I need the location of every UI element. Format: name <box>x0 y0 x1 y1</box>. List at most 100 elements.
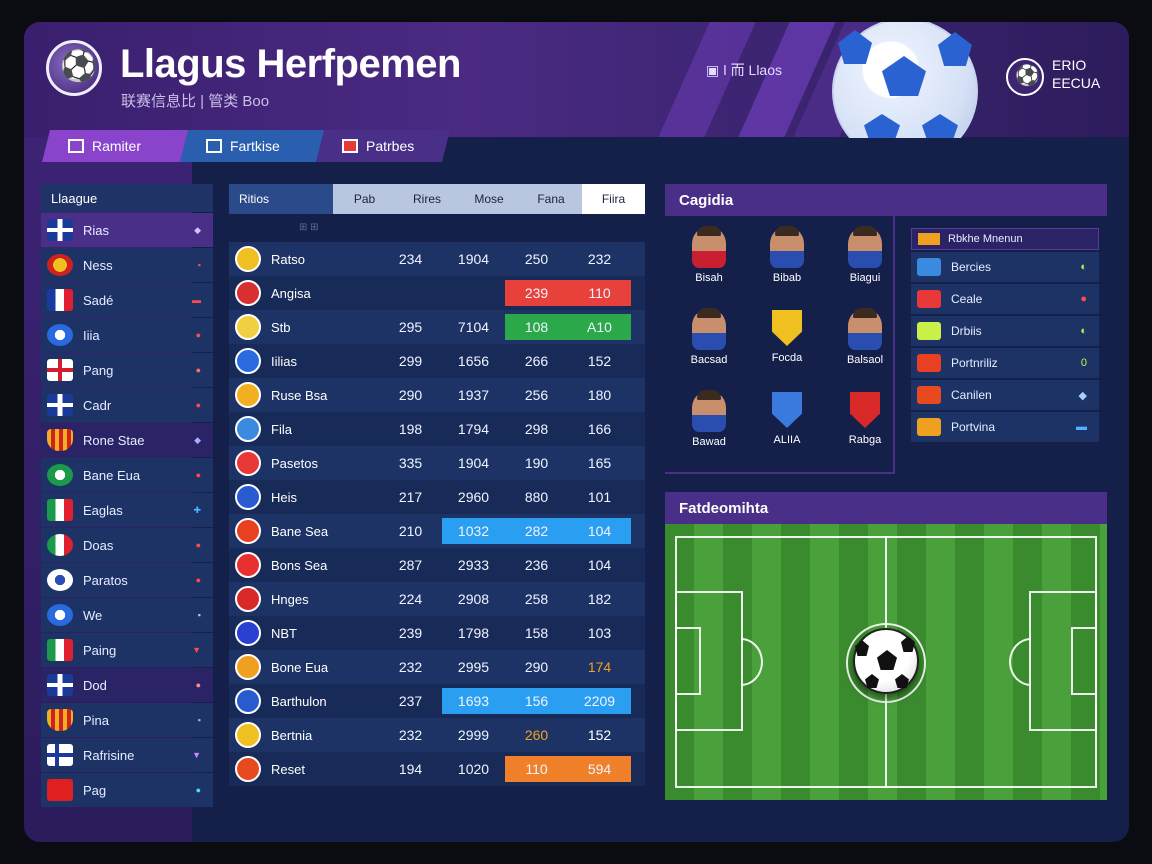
flag-icon <box>47 639 73 661</box>
table-row[interactable]: Fila 198 1794 298 166 <box>229 412 645 446</box>
player-card[interactable]: Bacsad <box>673 308 745 366</box>
league-item[interactable]: Cadr ● <box>41 388 213 422</box>
table-row[interactable]: Heis 217 2960 880 101 <box>229 480 645 514</box>
table-cell: 152 <box>587 353 612 369</box>
club-badge-icon <box>772 310 802 346</box>
tab-patrbes[interactable]: Patrbes <box>316 130 450 162</box>
table-cell: 287 <box>398 557 423 573</box>
col-header-ritios[interactable]: Ritios <box>229 184 333 214</box>
table-row[interactable]: Angisa 239 110 <box>229 276 645 310</box>
table-row[interactable]: Bons Sea 287 2933 236 104 <box>229 548 645 582</box>
league-item[interactable]: Pang ● <box>41 353 213 387</box>
player-card[interactable]: Balsaol <box>829 308 901 366</box>
flag-icon <box>917 418 941 436</box>
col-header-mose[interactable]: Mose <box>458 184 520 214</box>
table-row[interactable]: Ratso 234 1904 250 232 <box>229 242 645 276</box>
league-item[interactable]: Eaglas ✚ <box>41 493 213 527</box>
table-cell: 1904 <box>457 455 490 471</box>
team-crest-icon <box>235 484 261 510</box>
header-link[interactable]: ▣ ǀ 而 Llaos <box>706 62 783 78</box>
table-header: Ritios Pab Rires Mose Fana Fiira <box>229 184 645 214</box>
league-label: We <box>83 607 103 623</box>
col-header-pab[interactable]: Pab <box>333 184 396 214</box>
player-card[interactable]: ALIIA <box>751 392 823 446</box>
league-item[interactable]: Ness ▪ <box>41 248 213 282</box>
league-item[interactable]: Pina ▪ <box>41 703 213 737</box>
cagidia-title: Cagidia <box>665 184 1107 216</box>
table-cell: 1656 <box>457 353 490 369</box>
flag-icon <box>917 322 941 340</box>
table-row[interactable]: Bertnia 232 2999 260 152 <box>229 718 645 752</box>
league-item[interactable]: Bane Eua ● <box>41 458 213 492</box>
league-item[interactable]: We ▪ <box>41 598 213 632</box>
player-card[interactable]: Bawad <box>673 390 745 448</box>
table-cell: 152 <box>587 727 612 743</box>
player-card[interactable]: Bibab <box>751 226 823 284</box>
league-item[interactable]: Rafrisine ▼ <box>41 738 213 772</box>
team-crest-icon <box>235 382 261 408</box>
ranking-item[interactable]: Canilen ◆ <box>911 380 1099 410</box>
table-cell: 266 <box>524 353 549 369</box>
table-cell: 250 <box>524 251 549 267</box>
table-row[interactable]: Iilias 299 1656 266 152 <box>229 344 645 378</box>
ranking-item[interactable]: Ceale ● <box>911 284 1099 314</box>
league-label: Dod <box>83 677 107 693</box>
ranking-item[interactable]: Portvina ▬ <box>911 412 1099 442</box>
table-cell: 290 <box>524 659 549 675</box>
field-panel: Fatdeomihta <box>665 492 1107 800</box>
league-item[interactable]: Paing ▼ <box>41 633 213 667</box>
flag-icon <box>47 604 73 626</box>
team-name: Stb <box>271 319 291 335</box>
soccer-ball-icon <box>853 628 919 694</box>
tab-fartkise[interactable]: Fartkise <box>180 130 330 162</box>
ranking-item[interactable]: Bercies ◐ <box>911 252 1099 282</box>
table-cell: 166 <box>587 421 612 437</box>
table-row[interactable]: NBT 239 1798 158 103 <box>229 616 645 650</box>
team-name: Bons Sea <box>271 557 328 573</box>
table-row[interactable]: Reset 194 1020 110 594 <box>229 752 645 786</box>
table-row[interactable]: Bane Sea 210 1032 282 104 <box>229 514 645 548</box>
col-header-rires[interactable]: Rires <box>396 184 458 214</box>
ranking-label: Drbiis <box>951 324 982 338</box>
team-crest-icon <box>235 756 261 782</box>
status-marker: ▪ <box>197 715 201 725</box>
status-marker: ▬ <box>1076 421 1087 433</box>
table-subheader: ⊞ ⊞ <box>299 222 319 233</box>
soccer-pitch[interactable] <box>665 524 1107 800</box>
table-cell: 198 <box>398 421 423 437</box>
ranking-item[interactable]: Drbiis ◐ <box>911 316 1099 346</box>
table-row[interactable]: Bone Eua 232 2995 290 174 <box>229 650 645 684</box>
ranking-item[interactable]: Portnriliz 0 <box>911 348 1099 378</box>
status-marker: ◐ <box>1080 325 1087 337</box>
league-item[interactable]: Rone Stae ◆ <box>41 423 213 457</box>
col-header-fiira[interactable]: Fiira <box>582 184 645 214</box>
table-row[interactable]: Barthulon 237 1693 156 2209 <box>229 684 645 718</box>
table-row[interactable]: Hnges 224 2908 258 182 <box>229 582 645 616</box>
tab-ramiter[interactable]: Ramiter <box>42 130 192 162</box>
league-item[interactable]: Iiia ● <box>41 318 213 352</box>
league-item[interactable]: Paratos ● <box>41 563 213 597</box>
player-card[interactable]: Focda <box>751 310 823 364</box>
league-list-header: Llaague <box>41 184 213 212</box>
league-label: Rias <box>83 222 110 238</box>
league-item[interactable]: Rias ◆ <box>41 213 213 247</box>
player-card[interactable]: Bisah <box>673 226 745 284</box>
player-card[interactable]: Rabga <box>829 392 901 446</box>
league-item[interactable]: Sadé ▬ <box>41 283 213 317</box>
player-card[interactable]: Biagui <box>829 226 901 284</box>
league-item[interactable]: Dod ● <box>41 668 213 702</box>
league-item[interactable]: Pag ● <box>41 773 213 807</box>
team-crest-icon <box>235 620 261 646</box>
table-row[interactable]: Ruse Bsa 290 1937 256 180 <box>229 378 645 412</box>
table-row[interactable]: Pasetos 335 1904 190 165 <box>229 446 645 480</box>
table-cell: 282 <box>505 518 568 544</box>
table-row[interactable]: Stb 295 7104 108 A10 <box>229 310 645 344</box>
grid-icon <box>68 139 84 153</box>
table-cell: 1693 <box>442 688 505 714</box>
league-item[interactable]: Doas ● <box>41 528 213 562</box>
table-cell: 239 <box>505 280 568 306</box>
col-header-fana[interactable]: Fana <box>520 184 582 214</box>
club-badge-icon <box>850 392 880 428</box>
status-marker: ◆ <box>1078 389 1087 402</box>
flag-icon <box>47 219 73 241</box>
